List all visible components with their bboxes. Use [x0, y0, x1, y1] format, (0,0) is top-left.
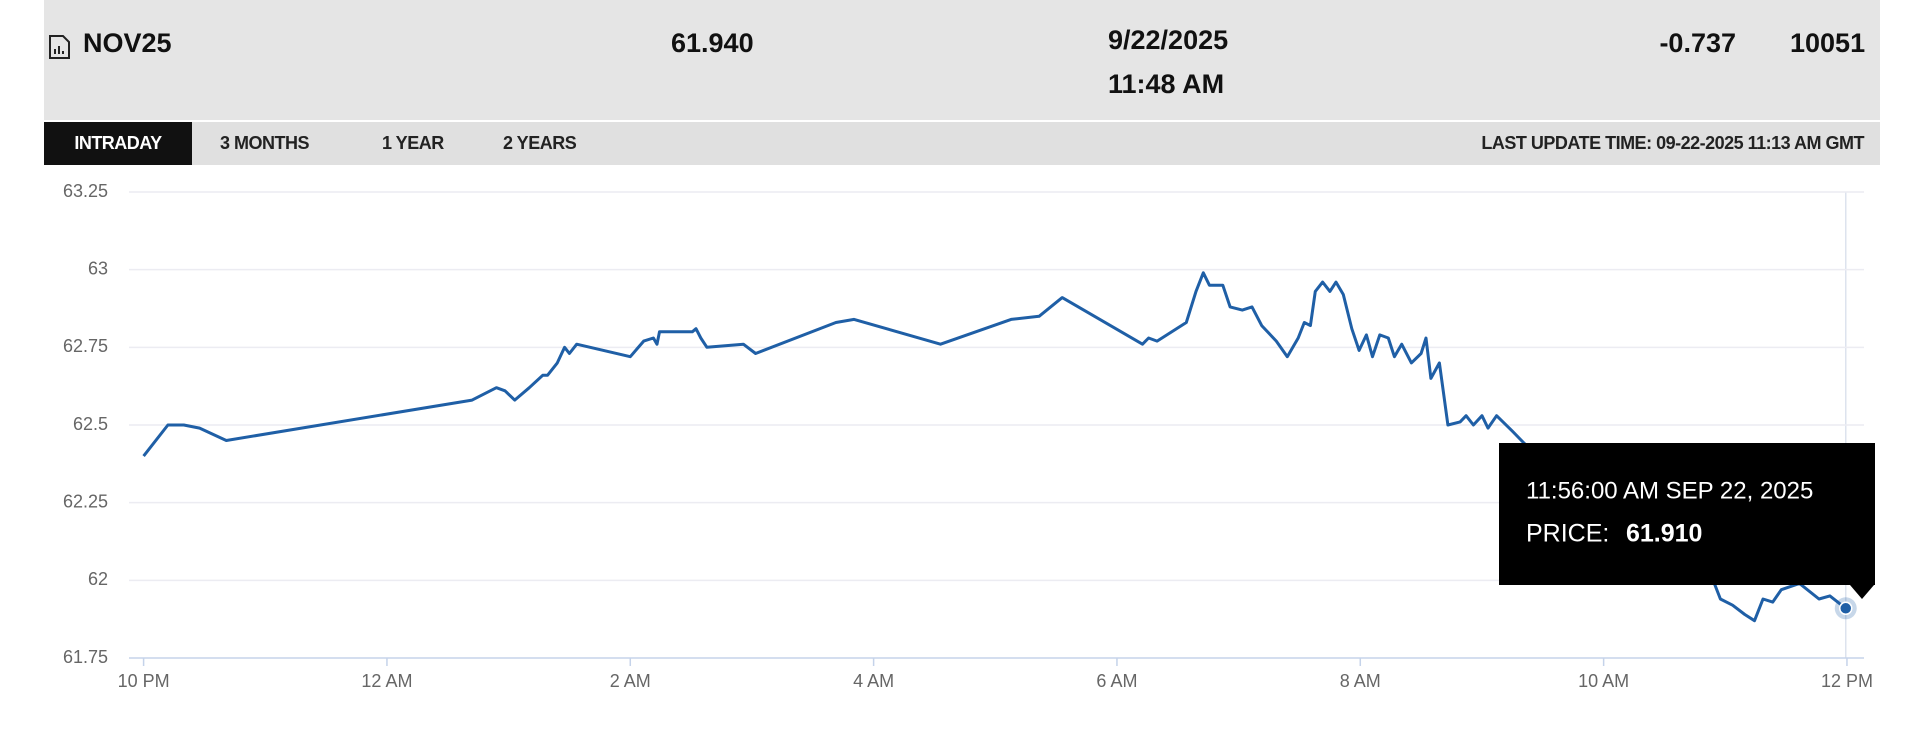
x-tick-label: 10 PM — [118, 671, 170, 691]
price-line — [142, 271, 1847, 623]
x-tick-label: 4 AM — [853, 671, 894, 691]
time: 11:48 AM — [1108, 69, 1224, 99]
tooltip-label: PRICE: — [1526, 520, 1609, 548]
tab[interactable]: 3 MONTHS — [220, 133, 310, 153]
volume: 10051 — [1790, 28, 1865, 58]
tab[interactable]: INTRADAY — [74, 133, 162, 153]
tab[interactable]: 1 YEAR — [382, 133, 445, 153]
tab-bar — [44, 122, 1880, 165]
change: -0.737 — [1659, 28, 1736, 58]
y-tick-label: 62 — [88, 569, 108, 589]
date: 9/22/2025 — [1108, 25, 1228, 55]
y-tick-label: 63.25 — [63, 181, 108, 201]
x-tick-label: 6 AM — [1096, 671, 1137, 691]
y-tick-label: 62.25 — [63, 491, 108, 511]
last-price: 61.940 — [671, 28, 754, 58]
tooltip-arrow — [1850, 585, 1874, 599]
icon — [49, 35, 70, 59]
tooltip: 11:56:00 AM SEP 22, 2025 PRICE: 61.910 — [1499, 443, 1875, 599]
y-tick-label: 62.75 — [63, 336, 108, 356]
hover-point — [1838, 601, 1853, 616]
last-update: LAST UPDATE TIME: 09-22-2025 11:13 AM GM… — [1481, 133, 1864, 153]
x-tick-label: 12 PM — [1821, 671, 1873, 691]
tab[interactable]: 2 YEARS — [503, 133, 577, 153]
y-tick-label: 63 — [88, 258, 108, 278]
x-tick-label: 2 AM — [610, 671, 651, 691]
x-tick-label: 8 AM — [1340, 671, 1381, 691]
x-tick-label: 10 AM — [1578, 671, 1629, 691]
x-tick-label: 12 AM — [361, 671, 412, 691]
tooltip-box — [1499, 443, 1875, 585]
y-tick-label: 62.5 — [73, 414, 108, 434]
tooltip-time: 11:56:00 AM SEP 22, 2025 — [1526, 477, 1813, 504]
symbol: NOV25 — [83, 28, 172, 58]
tooltip-value: 61.910 — [1626, 520, 1702, 548]
header-bar — [44, 0, 1880, 120]
tab-active[interactable] — [44, 122, 192, 165]
y-tick-label: 61.75 — [63, 647, 108, 667]
